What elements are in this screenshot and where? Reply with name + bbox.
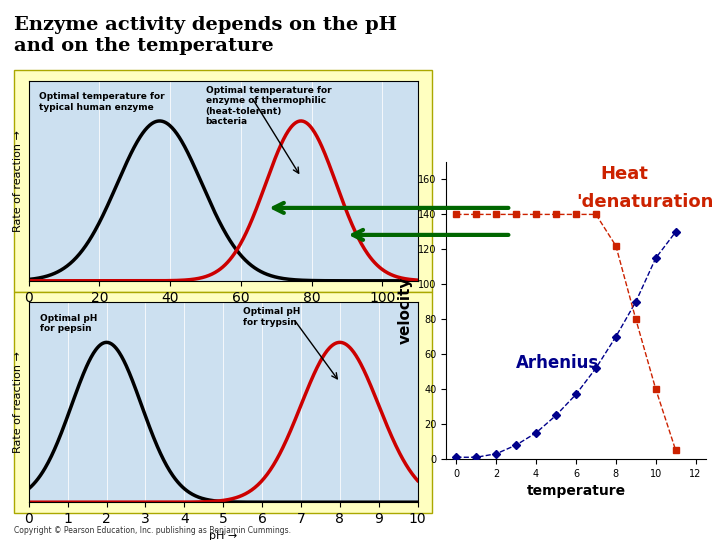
Text: 'denaturation: 'denaturation — [576, 193, 714, 212]
Text: Heat: Heat — [600, 165, 648, 184]
X-axis label: Temperature (°C) →: Temperature (°C) → — [168, 310, 278, 320]
Y-axis label: velocity: velocity — [397, 277, 413, 344]
Text: Optimal temperature for
enzyme of thermophilic
(heat-tolerant)
bacteria: Optimal temperature for enzyme of thermo… — [205, 86, 331, 126]
X-axis label: temperature: temperature — [526, 484, 626, 498]
Text: Optimal pH
for trypsin: Optimal pH for trypsin — [243, 307, 300, 327]
Text: Optimal pH
for pepsin: Optimal pH for pepsin — [40, 314, 98, 333]
X-axis label: pH →: pH → — [209, 531, 238, 540]
Text: (a) Optimal temperature for two enzymes: (a) Optimal temperature for two enzymes — [107, 313, 340, 323]
Y-axis label: Rate of reaction →: Rate of reaction → — [13, 352, 23, 453]
Text: Arhenius: Arhenius — [516, 354, 600, 372]
Text: Optimal temperature for
typical human enzyme: Optimal temperature for typical human en… — [40, 92, 165, 112]
Text: Copyright © Pearson Education, Inc. publishing as Benjamin Cummings.: Copyright © Pearson Education, Inc. publ… — [14, 525, 292, 535]
Text: Enzyme activity depends on the pH
and on the temperature: Enzyme activity depends on the pH and on… — [14, 16, 397, 55]
Y-axis label: Rate of reaction →: Rate of reaction → — [13, 130, 23, 232]
